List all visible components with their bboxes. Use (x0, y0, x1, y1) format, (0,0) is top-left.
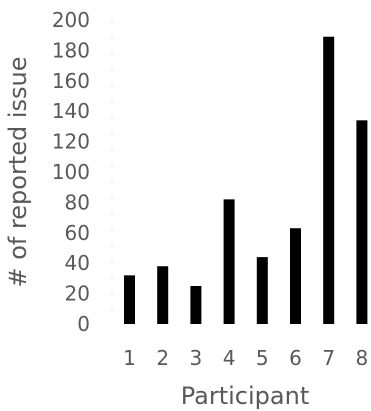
bar-participant-2 (157, 266, 169, 324)
x-tick-label: 1 (123, 346, 136, 370)
y-tick-label: 60 (65, 221, 90, 245)
x-tick-label: 4 (223, 346, 236, 370)
x-axis-title: Participant (181, 382, 309, 410)
y-tick-label: 160 (52, 69, 90, 93)
y-tick-label: 20 (65, 282, 90, 306)
y-tick-label: 100 (52, 160, 90, 184)
x-tick-label: 8 (356, 346, 369, 370)
bar-participant-7 (323, 36, 335, 324)
x-tick-label: 5 (256, 346, 269, 370)
bar-participant-3 (190, 286, 202, 324)
x-tick-label: 6 (289, 346, 302, 370)
bar-participant-1 (124, 275, 135, 324)
y-tick-label: 180 (52, 38, 90, 62)
x-tick-label: 7 (322, 346, 335, 370)
y-tick-label: 80 (65, 190, 90, 214)
y-axis-title: # of reported issue (4, 56, 32, 287)
y-tick-label: 120 (52, 130, 90, 154)
bars (124, 36, 368, 324)
x-tick-label: 3 (190, 346, 203, 370)
bar-participant-4 (223, 199, 235, 324)
y-tick-label: 140 (52, 99, 90, 123)
bar-participant-5 (256, 257, 268, 324)
y-tick-label: 40 (65, 251, 90, 275)
y-axis-ticks: 0 20 40 60 80 100 120 140 160 180 200 (52, 8, 90, 336)
y-tick-label: 0 (77, 312, 90, 336)
bar-participant-6 (290, 228, 301, 324)
bar-participant-8 (356, 120, 368, 324)
y-tick-label: 200 (52, 8, 90, 32)
x-tick-label: 2 (156, 346, 169, 370)
